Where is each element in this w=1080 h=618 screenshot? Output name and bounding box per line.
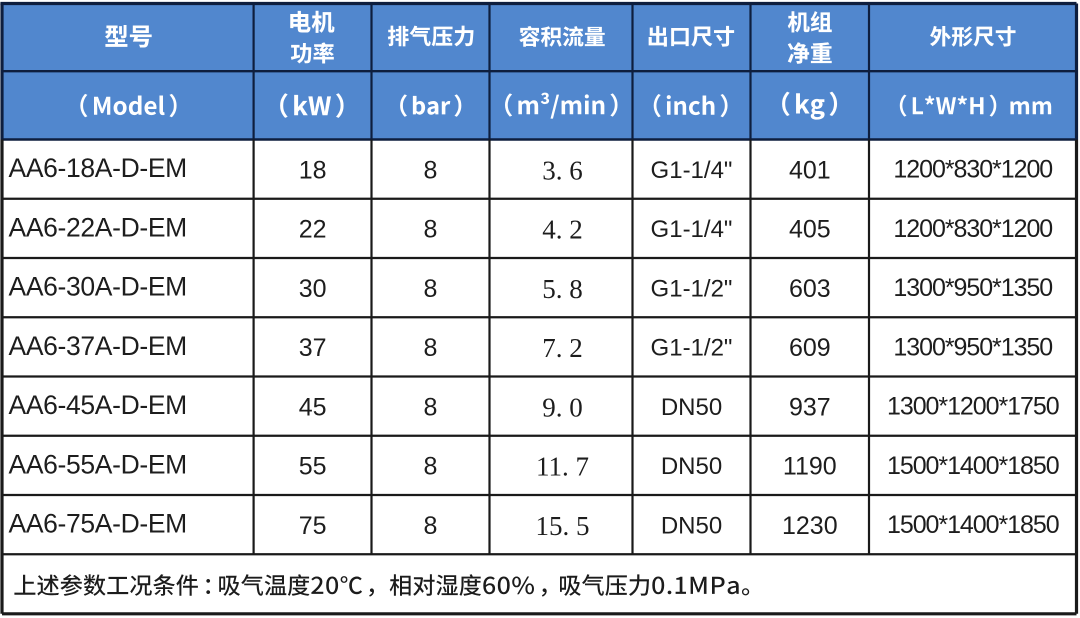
svg-text:1300*950*1350: 1300*950*1350 <box>893 274 1052 302</box>
svg-text:DN50: DN50 <box>661 394 722 421</box>
svg-text:4. 2: 4. 2 <box>542 215 583 245</box>
svg-text:1200*830*1200: 1200*830*1200 <box>893 156 1052 184</box>
svg-text:11. 7: 11. 7 <box>536 452 589 482</box>
svg-text:DN50: DN50 <box>661 512 722 539</box>
svg-text:9. 0: 9. 0 <box>542 392 583 422</box>
svg-text:8: 8 <box>424 453 438 481</box>
svg-text:1190: 1190 <box>783 453 837 481</box>
svg-text:75: 75 <box>299 512 327 540</box>
svg-text:AA6-18A-D-EM: AA6-18A-D-EM <box>9 153 187 183</box>
svg-text:937: 937 <box>789 393 831 421</box>
svg-text:8: 8 <box>424 275 438 303</box>
svg-text:3. 6: 3. 6 <box>542 155 583 185</box>
svg-text:AA6-37A-D-EM: AA6-37A-D-EM <box>9 331 187 361</box>
svg-text:8: 8 <box>424 334 438 362</box>
svg-text:DN50: DN50 <box>661 453 722 480</box>
svg-text:1300*950*1350: 1300*950*1350 <box>893 334 1052 362</box>
svg-text:15. 5: 15. 5 <box>536 511 590 541</box>
svg-text:405: 405 <box>789 216 831 244</box>
svg-text:5. 8: 5. 8 <box>542 274 583 304</box>
svg-text:1230: 1230 <box>782 512 838 540</box>
svg-text:45: 45 <box>299 393 327 421</box>
svg-text:AA6-22A-D-EM: AA6-22A-D-EM <box>9 212 187 242</box>
svg-text:8: 8 <box>424 512 438 540</box>
svg-text:1500*1400*1850: 1500*1400*1850 <box>887 511 1059 539</box>
svg-text:AA6-45A-D-EM: AA6-45A-D-EM <box>9 390 187 420</box>
svg-text:AA6-30A-D-EM: AA6-30A-D-EM <box>9 272 187 302</box>
svg-text:603: 603 <box>789 275 831 303</box>
svg-text:37: 37 <box>299 334 327 362</box>
svg-text:7. 2: 7. 2 <box>542 333 583 363</box>
svg-text:8: 8 <box>424 216 438 244</box>
svg-text:AA6-55A-D-EM: AA6-55A-D-EM <box>9 449 187 479</box>
svg-text:G1-1/4": G1-1/4" <box>651 216 733 243</box>
svg-text:1300*1200*1750: 1300*1200*1750 <box>887 393 1059 421</box>
svg-text:G1-1/2": G1-1/2" <box>651 275 733 302</box>
svg-text:1200*830*1200: 1200*830*1200 <box>893 215 1052 243</box>
svg-text:22: 22 <box>299 216 327 244</box>
svg-text:55: 55 <box>299 453 327 481</box>
svg-text:G1-1/2": G1-1/2" <box>651 335 733 362</box>
svg-text:18: 18 <box>299 156 327 184</box>
svg-text:AA6-75A-D-EM: AA6-75A-D-EM <box>9 509 187 539</box>
svg-text:G1-1/4": G1-1/4" <box>651 157 733 184</box>
svg-text:609: 609 <box>789 334 831 362</box>
svg-text:401: 401 <box>789 156 831 184</box>
svg-text:30: 30 <box>299 275 327 303</box>
svg-text:8: 8 <box>424 393 438 421</box>
svg-text:1500*1400*1850: 1500*1400*1850 <box>887 452 1059 480</box>
svg-text:8: 8 <box>424 156 438 184</box>
